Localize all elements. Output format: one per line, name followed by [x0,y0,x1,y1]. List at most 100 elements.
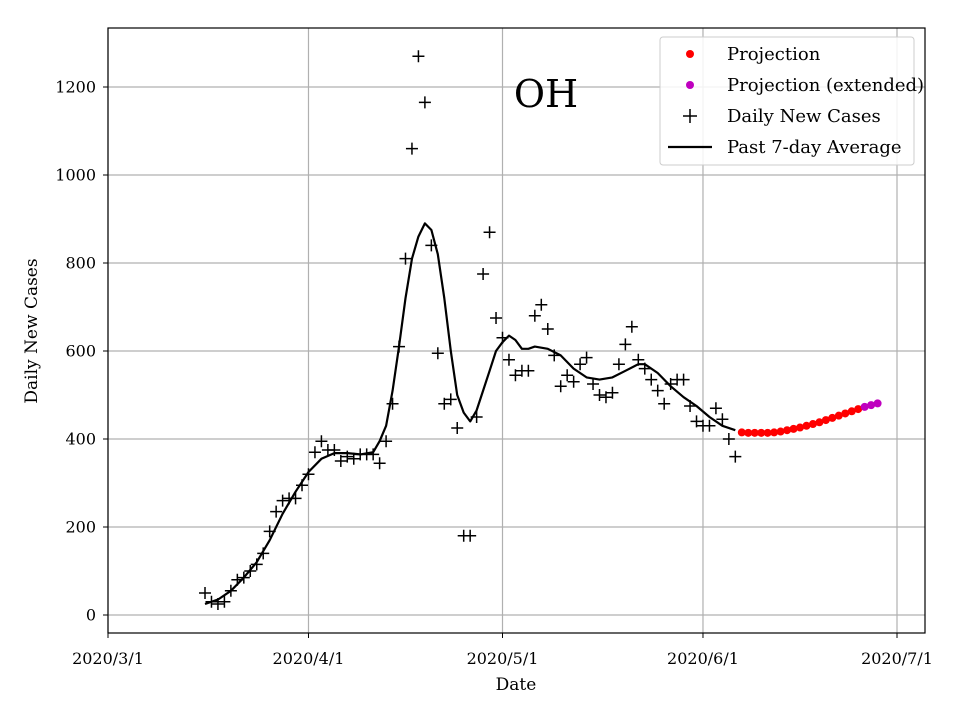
x-tick-label: 2020/3/1 [72,649,144,668]
daily-cases-marker [625,320,638,333]
projection-extended-point [867,401,876,410]
daily-cases-marker [425,239,438,252]
daily-cases-marker [263,525,276,538]
projection-point [815,418,824,427]
daily-cases-marker [418,96,431,109]
daily-cases-marker [296,479,309,492]
daily-cases-marker [276,494,289,507]
state-annotation: OH [514,72,578,116]
daily-cases-marker [632,353,645,366]
daily-cases-marker [399,252,412,265]
plot-area [199,50,882,610]
daily-cases-marker [612,358,625,371]
daily-cases-marker [328,444,341,456]
daily-cases-marker [502,353,515,366]
daily-cases-marker [393,340,406,353]
daily-cases-marker [645,373,658,386]
projection-point [834,411,843,420]
y-tick-label: 1000 [55,166,96,185]
daily-cases-marker [522,364,535,377]
daily-cases-marker [722,433,735,445]
daily-cases-marker [664,378,677,390]
daily-cases-marker [231,573,244,586]
projection-point [757,428,766,437]
daily-cases-marker [302,468,315,481]
daily-cases-marker [729,450,742,463]
daily-cases-marker [703,419,716,432]
daily-cases-marker [593,389,606,401]
daily-cases-marker [477,268,490,280]
projection-point [828,413,837,422]
y-tick-label: 400 [65,430,96,449]
legend-label: Past 7-day Average [727,137,902,158]
projection-point [821,416,830,425]
daily-cases-marker [380,435,393,448]
projection-point [783,426,792,435]
daily-cases-marker [535,298,548,311]
y-tick-label: 1200 [55,78,96,97]
legend-label: Projection [727,44,821,65]
x-axis-label: Date [496,675,537,695]
daily-cases-marker [205,595,218,608]
daily-cases-marker [464,529,477,542]
x-tick-label: 2020/5/1 [467,649,539,668]
projection-point [841,409,850,418]
daily-cases-marker [367,448,380,461]
daily-cases-marker [716,413,729,426]
daily-cases-marker [684,400,697,412]
daily-cases-marker [561,369,574,382]
projection-point [776,427,785,436]
daily-cases-marker [438,397,451,410]
daily-cases-marker [341,450,354,463]
projection-point [770,428,779,437]
daily-cases-marker [257,547,270,560]
daily-cases-marker [554,380,567,393]
daily-cases-marker [199,587,212,599]
daily-cases-marker [431,347,444,360]
daily-cases-marker [444,393,457,406]
x-tick-label: 2020/6/1 [667,649,739,668]
daily-cases-marker [334,455,347,467]
y-axis-label: Daily New Cases [22,258,42,403]
daily-cases-marker [451,422,464,434]
daily-cases-marker [237,571,250,584]
daily-cases-marker [509,369,522,382]
legend-plus-marker [683,109,697,123]
legend-dot-marker [686,50,694,58]
daily-cases-marker [528,309,541,322]
projection-point [854,405,863,414]
daily-cases-marker [580,351,593,364]
legend-label: Daily New Cases [727,106,881,127]
daily-cases-marker [308,446,321,459]
y-tick-label: 600 [65,342,96,361]
daily-cases-marker [347,452,360,465]
daily-cases-marker [651,384,664,397]
legend: Projection Projection (extended) Daily New… [659,36,924,166]
projection-point [750,428,759,437]
daily-cases-marker [587,378,600,390]
daily-cases-marker [619,338,632,351]
daily-cases-marker [470,411,483,423]
x-tick-label: 2020/4/1 [273,649,345,668]
legend-label: Projection (extended) [727,75,924,96]
daily-cases-marker [412,50,425,63]
daily-cases-marker [599,391,612,404]
daily-cases-marker [496,331,509,344]
x-tick-label: 2020/7/1 [861,649,933,668]
plot-frame [107,27,926,634]
daily-cases-marker [490,312,503,324]
daily-cases-marker [709,402,722,415]
axis-ticks: 0 200 400 600 800 1000 1200 2020/3/1 2020/4/1 202… [55,78,933,669]
y-tick-label: 800 [65,254,96,273]
daily-cases-marker [244,565,257,577]
projection-point [808,420,817,429]
legend-box [659,36,915,166]
daily-cases-marker [224,584,237,597]
daily-cases-marker [638,362,651,375]
daily-cases-marker [541,323,554,335]
daily-cases-marker [690,415,703,428]
projection-point [763,428,772,437]
projection-point [795,423,804,432]
daily-cases-marker [483,226,496,239]
